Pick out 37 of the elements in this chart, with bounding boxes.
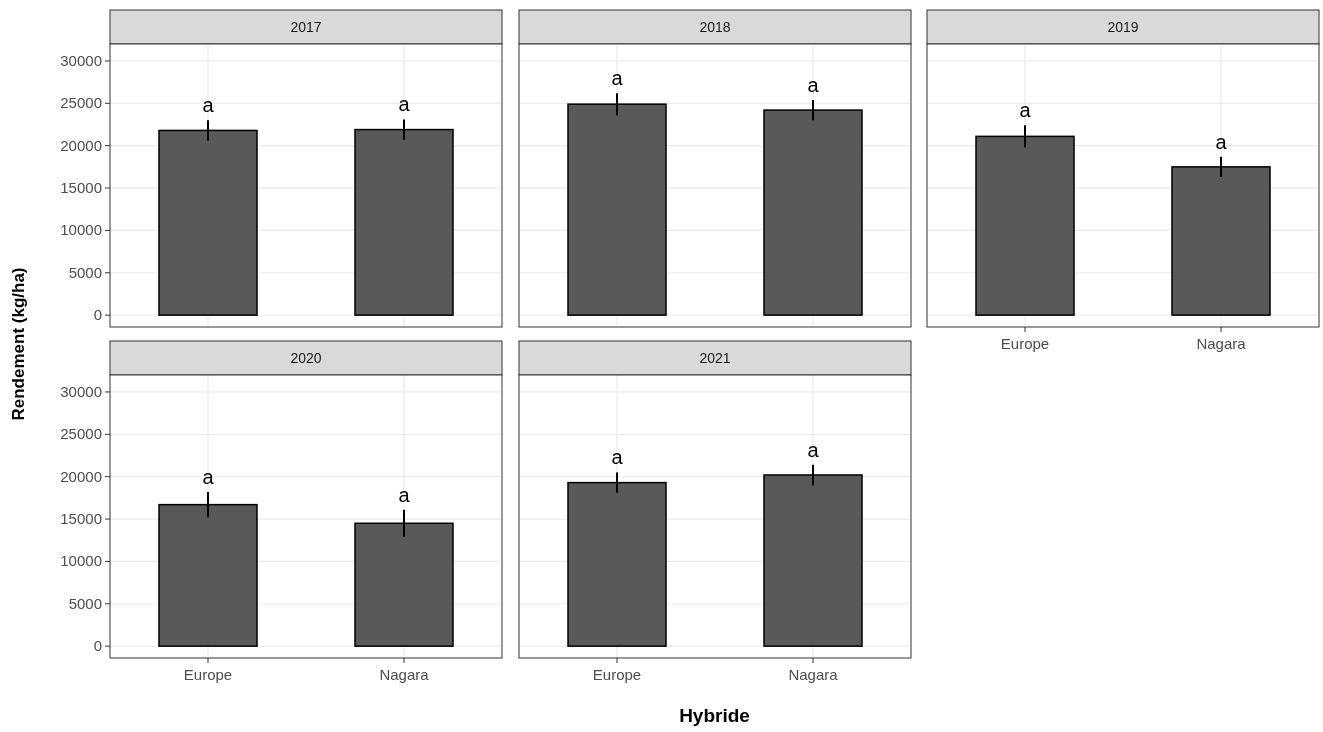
y-tick-label: 0 xyxy=(93,306,102,324)
y-tick-label: 20000 xyxy=(60,467,102,485)
y-tick-label: 30000 xyxy=(60,51,102,69)
annotation: a xyxy=(1215,130,1228,153)
annotation: a xyxy=(611,446,624,469)
annotation: a xyxy=(807,73,820,96)
y-tick-label: 15000 xyxy=(60,510,102,528)
x-tick-label: Nagara xyxy=(1196,335,1247,352)
x-tick-label: Europe xyxy=(1000,335,1050,352)
y-tick-label: 10000 xyxy=(60,552,102,570)
x-tick-label: Europe xyxy=(592,666,642,683)
y-tick-label: 5000 xyxy=(68,594,102,612)
y-tick-label: 30000 xyxy=(60,382,102,400)
y-tick-label: 20000 xyxy=(60,136,102,154)
y-axis-title: Rendement (kg/ha) xyxy=(9,267,28,421)
chart-title: 2020 xyxy=(290,350,322,366)
y-tick-label: 0 xyxy=(93,637,102,655)
annotation: a xyxy=(202,465,215,488)
chart-title: 2021 xyxy=(699,350,731,366)
chart-title: 2017 xyxy=(290,19,322,35)
annotation: a xyxy=(807,438,820,461)
y-tick-label: 25000 xyxy=(60,94,102,112)
x-axis-title: Hybride xyxy=(679,705,750,726)
chart-title: 2018 xyxy=(699,19,731,35)
annotation: a xyxy=(202,94,215,117)
x-tick-label: Nagara xyxy=(788,666,839,683)
x-tick-label: Nagara xyxy=(379,666,430,683)
y-tick-label: 15000 xyxy=(60,179,102,197)
annotation: a xyxy=(611,67,624,90)
y-tick-label: 25000 xyxy=(60,425,102,443)
y-tick-label: 10000 xyxy=(60,221,102,239)
x-tick-label: Europe xyxy=(183,666,233,683)
annotation: a xyxy=(1019,99,1032,122)
y-tick-label: 5000 xyxy=(68,263,102,281)
annotation: a xyxy=(398,93,411,116)
annotation: a xyxy=(398,483,411,506)
chart-title: 2019 xyxy=(1107,19,1139,35)
